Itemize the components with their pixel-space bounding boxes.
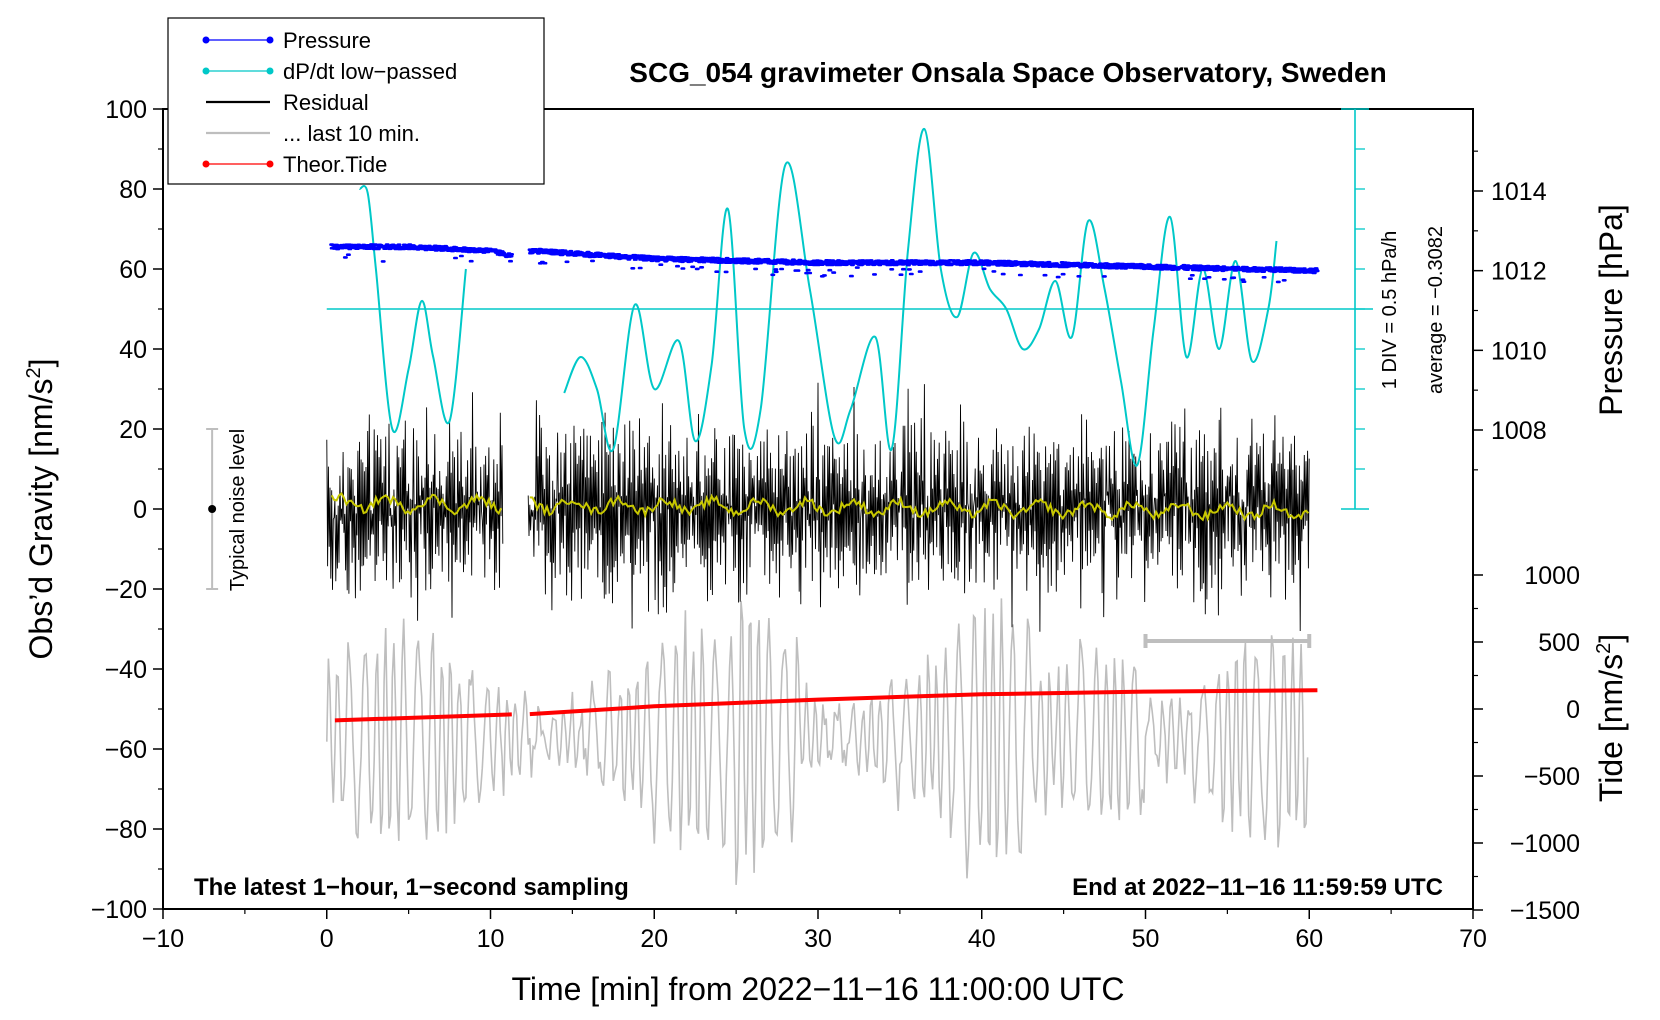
y-tick-label: 60 (119, 256, 147, 284)
legend-marker (266, 67, 274, 75)
legend-marker (266, 160, 274, 168)
legend-label: ... last 10 min. (283, 121, 420, 146)
y-axis-label-tide-main: Tide [nm/s (1593, 654, 1629, 802)
y-axis-label-gravity: Obs’d Gravity [nm/s2] (23, 359, 59, 660)
dpdt-average-text: average = −0.3082 (1425, 226, 1447, 394)
y-axis-label-tide-close: ] (1593, 634, 1629, 643)
y-tick-label: −40 (105, 656, 147, 684)
x-tick-label: 10 (477, 925, 505, 953)
legend-marker (266, 36, 274, 44)
dpdt-series (326, 127, 1373, 467)
noise-level-label: Typical noise level (227, 429, 249, 591)
x-tick-label: 20 (640, 925, 668, 953)
pressure-dots (329, 243, 1320, 284)
y-tick-label: −20 (105, 576, 147, 604)
tide-line (334, 712, 512, 723)
last10-line (326, 598, 1309, 885)
x-tick-label: 0 (320, 925, 334, 953)
tide-line (529, 688, 1318, 717)
x-tick-label: 60 (1295, 925, 1323, 953)
tide-tick-label: −500 (1524, 763, 1580, 791)
legend-label: Residual (283, 90, 369, 115)
y-axis-label-gravity-sup: 2 (23, 367, 45, 378)
pressure-series (329, 243, 1320, 284)
dpdt-scale-text: 1 DIV = 0.5 hPa/h (1379, 231, 1401, 389)
y-axis-label-tide-sup: 2 (1593, 643, 1615, 654)
tide-tick-label: 1000 (1524, 562, 1580, 590)
legend-items: Pressure dP/dt low−passed Residual ... last… (202, 28, 457, 177)
pressure-tick-label: 1012 (1491, 258, 1547, 286)
tide-series (334, 688, 1318, 723)
legend-marker (202, 160, 210, 168)
residual-smooth-series (330, 492, 1310, 523)
legend: Pressure dP/dt low−passed Residual ... last… (167, 17, 545, 185)
y-axis-label-tide: Tide [nm/s2] (1593, 634, 1629, 802)
last10-range-bar (1143, 634, 1312, 648)
residual-smooth-line (330, 492, 503, 516)
y-axis-label-gravity-close: ] (23, 359, 59, 368)
legend-label: Pressure (283, 28, 371, 53)
dpdt-curve (358, 185, 467, 433)
y-tick-label: 20 (119, 416, 147, 444)
pressure-tick-label: 1010 (1491, 337, 1547, 365)
y-tick-label: −60 (105, 736, 147, 764)
dpdt-scale-bar (1341, 108, 1369, 510)
footer-right: End at 2022−11−16 11:59:59 UTC (1072, 874, 1443, 901)
x-axis-label: Time [min] from 2022−11−16 11:00:00 UTC (511, 971, 1124, 1007)
y-tick-label: 100 (105, 96, 147, 124)
tide-tick-label: −1500 (1510, 897, 1580, 925)
y-tick-label: 80 (119, 176, 147, 204)
legend-label: Theor.Tide (283, 152, 387, 177)
y-axis-label-gravity-main: Obs’d Gravity [nm/s (23, 379, 59, 660)
tide-tick-label: 0 (1566, 696, 1580, 724)
y-tick-label: −100 (91, 896, 147, 924)
residual-smooth-line (529, 493, 1310, 523)
footer-left: The latest 1−hour, 1−second sampling (194, 874, 629, 901)
tide-tick-label: −1000 (1510, 830, 1580, 858)
residual-line (326, 392, 504, 621)
dpdt-curve (563, 127, 1278, 467)
residual-line (527, 382, 1310, 632)
noise-center-dot (208, 505, 217, 513)
x-tick-label: −10 (142, 925, 184, 953)
legend-marker (202, 36, 210, 44)
x-tick-label: 50 (1132, 925, 1160, 953)
y-axis-gravity: −100 −80 −60 −40 −20 0 20 40 60 80 100 (91, 96, 163, 924)
x-axis: −10 0 10 20 30 40 50 60 70 (142, 909, 1487, 953)
y-tick-label: −80 (105, 816, 147, 844)
pressure-tick-label: 1008 (1491, 417, 1547, 445)
y-axis-pressure: 1008 1010 1012 1014 (1473, 150, 1547, 471)
residual-series (326, 382, 1310, 632)
x-tick-label: 40 (968, 925, 996, 953)
tide-tick-label: 500 (1538, 629, 1580, 657)
pressure-tick-label: 1014 (1491, 178, 1547, 206)
last10-series (326, 598, 1309, 885)
y-axis-tide: −1500 −1000 −500 0 500 1000 (1473, 562, 1580, 925)
y-tick-label: 40 (119, 336, 147, 364)
x-tick-label: 30 (804, 925, 832, 953)
noise-level-indicator (206, 428, 219, 590)
legend-marker (202, 67, 210, 75)
chart-title: SCG_054 gravimeter Onsala Space Observat… (629, 57, 1386, 88)
y-axis-label-pressure: Pressure [hPa] (1593, 204, 1629, 416)
x-tick-label: 70 (1459, 925, 1487, 953)
y-tick-label: 0 (133, 496, 147, 524)
legend-label: dP/dt low−passed (283, 59, 457, 84)
